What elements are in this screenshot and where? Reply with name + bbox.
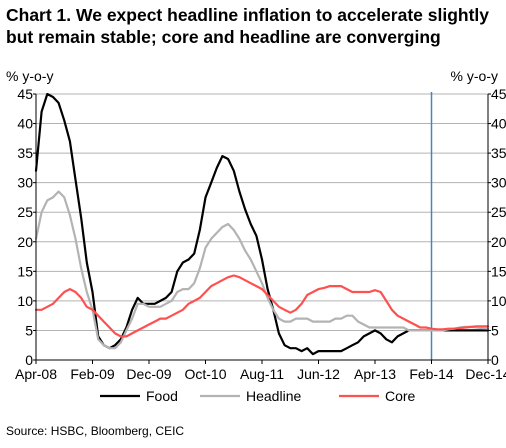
y-tick-label-left: 35 [17, 145, 33, 161]
y-tick-label-left: 30 [17, 175, 33, 191]
x-tick-label: Feb-09 [70, 366, 115, 382]
y-tick-label-right: 35 [491, 145, 506, 161]
y-tick-label-right: 25 [491, 204, 506, 220]
y-tick-label-left: 40 [17, 116, 33, 132]
x-tick-label: Apr-13 [354, 366, 396, 382]
y-tick-label-left: 5 [25, 322, 33, 338]
y-tick-label-left: 15 [17, 263, 33, 279]
source-note: Source: HSBC, Bloomberg, CEIC [6, 424, 185, 438]
y-axis-label-left: % y-o-y [6, 68, 53, 84]
y-tick-label-left: 25 [17, 204, 33, 220]
x-tick-label: Jun-12 [297, 366, 340, 382]
y-tick-label-right: 20 [491, 234, 506, 250]
y-tick-label-right: 40 [491, 116, 506, 132]
x-tick-label: Apr-08 [15, 366, 57, 382]
chart-title: Chart 1. We expect headline inflation to… [6, 4, 500, 48]
y-tick-label-right: 45 [491, 86, 506, 102]
y-tick-label-right: 10 [491, 293, 506, 309]
series-layer [34, 92, 490, 356]
y-axis-label-right: % y-o-y [451, 68, 498, 84]
chart-title-line-1: Chart 1. We expect headline inflation to… [6, 5, 490, 25]
legend-label-headline: Headline [246, 388, 301, 404]
y-tick-label-left: 20 [17, 234, 33, 250]
series-line-food [34, 92, 490, 356]
axis-layer: % y-o-y % y-o-y 0 0 5 5 10 10 15 15 20 20 25 25 30 30… [6, 68, 506, 382]
series-line-core [34, 274, 490, 338]
x-tick-label: Aug-11 [240, 366, 284, 382]
series-line-headline [34, 190, 490, 350]
y-tick-label-right: 15 [491, 263, 506, 279]
y-tick-label-right: 30 [491, 175, 506, 191]
y-tick-label-left: 45 [17, 86, 33, 102]
legend-label-core: Core [385, 388, 416, 404]
x-tick-label: Feb-14 [409, 366, 454, 382]
grid-layer [36, 92, 488, 360]
y-tick-label-left: 10 [17, 293, 33, 309]
x-tick-label: Dec-14 [465, 366, 506, 382]
legend: Food Headline Core [100, 388, 416, 404]
chart-title-line-2: but remain stable; core and headline are… [6, 27, 441, 47]
x-tick-label: Dec-09 [126, 366, 171, 382]
legend-label-food: Food [146, 388, 178, 404]
y-tick-label-left: 0 [25, 352, 33, 368]
y-tick-label-right: 5 [491, 322, 499, 338]
x-tick-label: Oct-10 [184, 366, 226, 382]
y-tick-label-right: 0 [491, 352, 499, 368]
